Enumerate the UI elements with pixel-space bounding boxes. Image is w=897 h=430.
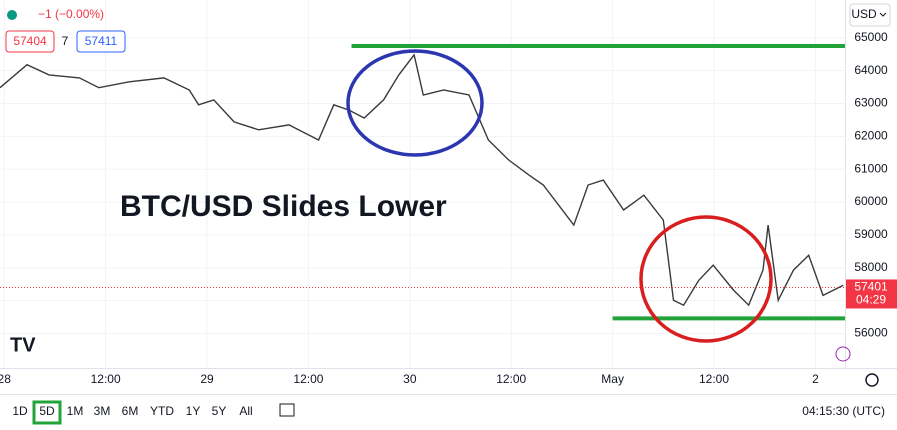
currency-button[interactable] [849,3,891,27]
x-tick-label: 2 [812,372,819,386]
last-price-tag [846,279,897,309]
status-dot [7,10,17,20]
ask-box[interactable] [76,30,126,53]
x-tick-label: 29 [200,372,214,386]
event-icon[interactable] [835,346,851,362]
x-tick-label: 30 [403,372,417,386]
range-button[interactable]: YTD [150,404,174,418]
x-tick-label: 12:00 [293,372,323,386]
range-button[interactable]: 1M [67,404,84,418]
calendar-icon[interactable] [279,403,295,417]
range-button[interactable]: 1Y [186,404,201,418]
y-tick-label: 64000 [854,63,888,77]
x-tick-label: 12:00 [496,372,526,386]
logo: TV [10,334,36,356]
range-button[interactable]: 6M [122,404,139,418]
y-tick-label: 60000 [854,194,888,208]
x-tick-label: 12:00 [699,372,729,386]
settings-icon[interactable] [865,373,879,387]
last-price: 57401 [854,280,888,294]
toolbar: 1D 5D 1M 3M 6M YTD 1Y 5Y All [12,400,253,425]
annotation: BTC/USD Slides Lower [120,190,447,223]
ask: 57411 [85,34,118,48]
range-button[interactable]: All [239,404,252,418]
change: −1 (−0.00%) [38,7,104,21]
dropdown-arrow [879,12,887,17]
y-tick-label: 65000 [854,30,888,44]
range-button[interactable]: 5Y [212,404,227,418]
y-tick-label: 63000 [854,96,888,110]
highlight-circle [346,49,484,157]
range-button[interactable]: 5D [39,404,55,418]
y-tick-label: 56000 [854,326,888,340]
spread: 7 [62,34,69,48]
y-tick-label: 62000 [854,129,888,143]
y-tick-label: 59000 [854,227,888,241]
highlight-circle [639,215,773,343]
plot: 5600057000580005900060000610006200063000… [0,0,897,386]
y-tick-label: 61000 [854,161,888,175]
bid: 57404 [13,34,47,48]
range-selected [32,400,62,425]
bid-box[interactable] [5,30,55,53]
currency: USD [851,7,877,21]
x-tick-label: May [601,372,624,386]
clock: 04:15:30 (UTC) [802,404,885,418]
range-button[interactable]: 1D [12,404,28,418]
range-button[interactable]: 3M [94,404,111,418]
y-tick-label: 58000 [854,260,888,274]
x-tick-label: 12:00 [91,372,121,386]
x-tick-label: 28 [0,372,11,386]
countdown: 04:29 [856,293,886,307]
